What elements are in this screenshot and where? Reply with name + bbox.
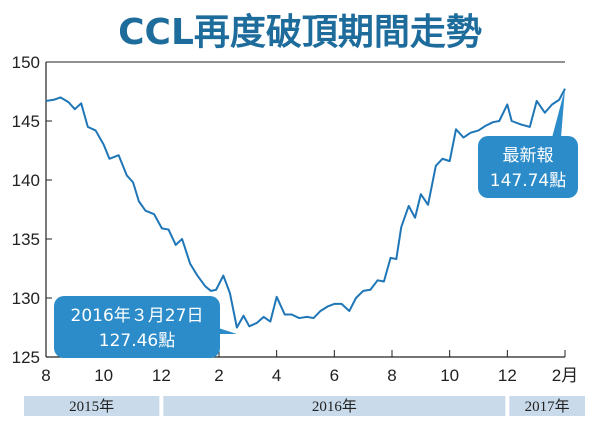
y-tick-label: 135: [12, 230, 40, 249]
callout-layer: 最新報 147.74點 2016年３月27日 127.46點: [54, 88, 578, 358]
x-tick-label: 2月: [552, 366, 578, 385]
y-tick-label: 150: [12, 53, 40, 72]
callout-pointer: [536, 88, 565, 198]
callout-line1: 最新報: [503, 146, 554, 166]
x-tick-label: 10: [440, 366, 459, 385]
callout-box: [54, 296, 220, 358]
year-band-label: 2016年: [312, 398, 357, 415]
year-band: [509, 396, 585, 416]
y-axis: 125 130 135 140 145 150: [12, 53, 52, 367]
x-tick-label: 12: [498, 366, 517, 385]
x-tick-label: 6: [330, 366, 339, 385]
series-line: [45, 88, 566, 329]
year-band-strip: 2015年 2016年 2017年: [24, 396, 585, 416]
callout-pointer: [200, 322, 237, 334]
callout: 2016年３月27日 127.46點: [54, 296, 237, 358]
y-tick-label: 130: [12, 289, 40, 308]
callout-line2: 147.74點: [490, 171, 566, 191]
series-layer: [45, 88, 566, 329]
chart-title: CCL再度破頂期間走勢: [118, 12, 482, 53]
year-band-label: 2015年: [69, 398, 114, 415]
year-band: [163, 396, 506, 416]
x-tick-label: 12: [152, 366, 171, 385]
year-band: [24, 396, 160, 416]
year-band-label: 2017年: [525, 398, 570, 415]
callout-line2: 127.46點: [99, 331, 175, 351]
x-tick-label: 8: [387, 366, 396, 385]
y-tick-label: 145: [12, 112, 40, 131]
callout-line1: 2016年３月27日: [71, 306, 204, 326]
x-tick-label: 10: [94, 366, 113, 385]
callout: 最新報 147.74點: [478, 88, 578, 198]
x-tick-label: 4: [272, 366, 281, 385]
y-tick-label: 140: [12, 171, 40, 190]
x-tick-label: 8: [41, 366, 50, 385]
x-tick-label: 2: [214, 366, 223, 385]
y-tick-label: 125: [12, 348, 40, 367]
